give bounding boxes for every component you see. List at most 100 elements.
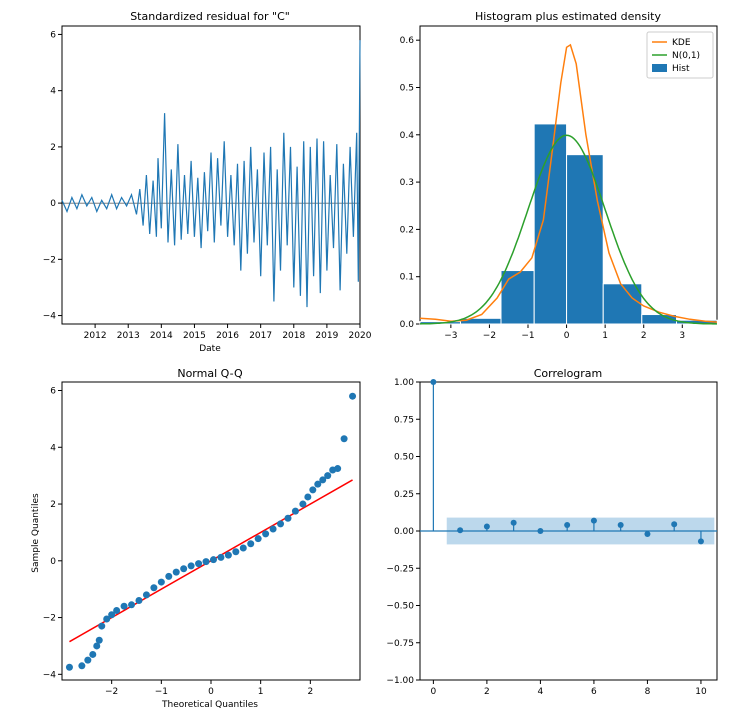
qq-point [309,486,317,494]
qq-point [319,476,327,484]
qq-point [180,565,188,573]
qq-point [349,392,357,400]
qq-point [120,602,128,610]
qq-point [135,597,143,605]
qq-ytick-label: 0 [50,557,56,567]
histogram-bar [533,123,568,325]
histogram-title: Histogram plus estimated density [475,10,662,23]
histogram-legend-label: N(0,1) [672,51,700,61]
qq-xtick-label: 0 [208,687,214,697]
residual-series-line [61,40,361,308]
qq-point [65,663,73,671]
qq-point [217,553,225,561]
residual-xtick-label: 2012 [84,331,107,341]
qq-point [304,493,312,501]
correlogram-point [617,522,624,529]
correlogram-ytick-label: −0.75 [386,639,414,649]
qq-point [277,520,285,528]
correlogram-point [537,528,544,534]
histogram-bar [602,283,643,325]
qq-point [334,465,342,473]
histogram-bar [566,154,604,325]
residual-title: Standardized residual for "C" [130,10,290,23]
qq-point [84,656,92,664]
qq-point [247,540,255,548]
correlogram-point [671,521,678,528]
correlogram-ytick-label: 0.75 [394,415,414,425]
histogram-ytick-label: 0.0 [400,320,415,330]
qq-point [254,535,262,543]
histogram-xtick-label: 0 [564,331,570,341]
correlogram-xtick-label: 4 [538,687,544,697]
histogram-bar [641,314,677,325]
residual-frame [61,25,361,325]
residual-ytick-label: 2 [50,143,56,153]
correlogram-ytick-label: −0.25 [386,564,414,574]
correlogram-point [430,379,437,385]
histogram-ytick-label: 0.5 [400,83,414,93]
residual-xtick-label: 2013 [117,331,140,341]
correlogram-title: Correlogram [534,367,603,380]
qq-frame [61,381,361,681]
qq-point [324,472,332,480]
correlogram-point [510,519,517,526]
residual-ytick-label: 0 [50,199,56,209]
qq-point [262,530,270,538]
residual-ytick-label: 4 [50,87,56,97]
residual-xtick-label: 2019 [315,331,338,341]
residual-ytick-label: −4 [43,312,57,322]
qq-point [89,650,97,658]
histogram-ytick-label: 0.4 [400,131,415,141]
qq-xtick-label: −1 [155,687,168,697]
residual-ytick-label: −2 [43,255,56,265]
qq-point [195,560,203,568]
correlogram-point [644,530,651,537]
correlogram-ytick-label: 1.00 [394,378,414,388]
correlogram-point [457,527,464,534]
residual-xtick-label: 2018 [282,331,305,341]
qq-point [299,500,307,508]
histogram-ytick-label: 0.3 [400,178,414,188]
residual-xtick-label: 2015 [183,331,206,341]
qq-point [157,578,165,586]
residual-ytick-label: 6 [50,30,56,40]
histogram-bar [500,270,535,325]
correlogram-ytick-label: −0.50 [386,602,414,612]
qq-point [314,480,322,488]
histogram-xtick-label: 1 [602,331,608,341]
qq-point [284,514,292,522]
qq-ytick-label: 2 [50,500,56,510]
qq-xtick-label: 2 [307,687,313,697]
correlogram-point [590,517,597,524]
qq-xtick-label: 1 [258,687,264,697]
qq-ytick-label: 6 [50,387,56,397]
qq-point [172,568,180,576]
histogram-xtick-label: −1 [521,331,534,341]
qq-point [108,611,116,619]
qq-point [113,606,121,614]
qq-ylabel: Sample Quantiles [31,493,41,573]
correlogram-xtick-label: 8 [645,687,651,697]
histogram-legend-swatch [652,64,667,72]
correlogram-xtick-label: 10 [695,687,707,697]
correlogram-point [697,538,704,545]
histogram-xtick-label: −2 [483,331,496,341]
qq-point [224,551,232,559]
correlogram-xtick-label: 2 [484,687,490,697]
qq-point [150,584,158,592]
qq-point [232,548,240,556]
qq-point [209,556,217,564]
qq-point [165,572,173,580]
residual-xlabel: Date [199,344,221,354]
qq-ytick-label: −2 [43,614,56,624]
correlogram-ytick-label: 0.00 [394,527,414,537]
qq-xlabel: Theoretical Quantiles [161,700,258,710]
histogram-xtick-label: 3 [679,331,685,341]
correlogram-point [564,522,571,529]
qq-point [187,562,195,570]
residual-xtick-label: 2014 [150,331,173,341]
residual-xtick-label: 2020 [349,331,372,341]
correlogram-ytick-label: 0.25 [394,490,414,500]
histogram-legend-label: KDE [672,38,691,48]
